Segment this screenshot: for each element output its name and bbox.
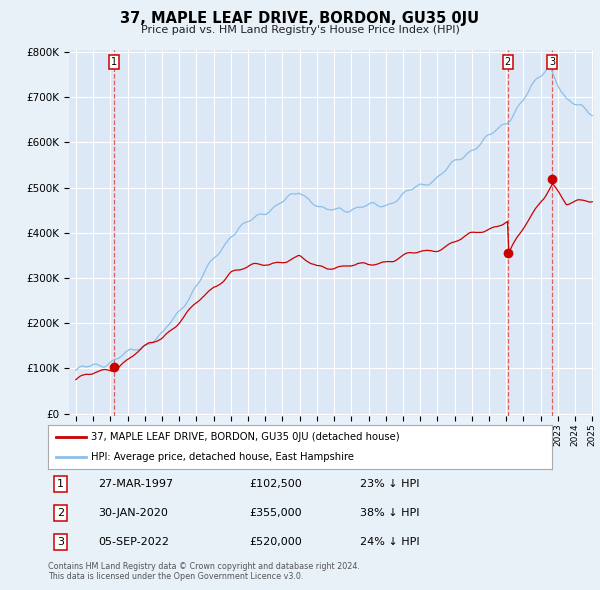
Text: 30-JAN-2020: 30-JAN-2020 bbox=[98, 508, 168, 518]
Text: 2: 2 bbox=[505, 57, 511, 67]
Text: 1: 1 bbox=[57, 479, 64, 489]
Text: Price paid vs. HM Land Registry's House Price Index (HPI): Price paid vs. HM Land Registry's House … bbox=[140, 25, 460, 35]
Text: 3: 3 bbox=[549, 57, 555, 67]
Text: 1: 1 bbox=[111, 57, 118, 67]
Text: 24% ↓ HPI: 24% ↓ HPI bbox=[361, 537, 420, 547]
Text: 3: 3 bbox=[57, 537, 64, 547]
Text: Contains HM Land Registry data © Crown copyright and database right 2024.
This d: Contains HM Land Registry data © Crown c… bbox=[48, 562, 360, 581]
Text: 37, MAPLE LEAF DRIVE, BORDON, GU35 0JU: 37, MAPLE LEAF DRIVE, BORDON, GU35 0JU bbox=[121, 11, 479, 25]
Text: HPI: Average price, detached house, East Hampshire: HPI: Average price, detached house, East… bbox=[91, 452, 354, 462]
Text: 37, MAPLE LEAF DRIVE, BORDON, GU35 0JU (detached house): 37, MAPLE LEAF DRIVE, BORDON, GU35 0JU (… bbox=[91, 432, 400, 442]
Text: 23% ↓ HPI: 23% ↓ HPI bbox=[361, 479, 420, 489]
Text: £102,500: £102,500 bbox=[250, 479, 302, 489]
Text: 38% ↓ HPI: 38% ↓ HPI bbox=[361, 508, 420, 518]
Text: £355,000: £355,000 bbox=[250, 508, 302, 518]
Text: £520,000: £520,000 bbox=[250, 537, 302, 547]
Text: 27-MAR-1997: 27-MAR-1997 bbox=[98, 479, 173, 489]
Text: 05-SEP-2022: 05-SEP-2022 bbox=[98, 537, 169, 547]
Text: 2: 2 bbox=[57, 508, 64, 518]
